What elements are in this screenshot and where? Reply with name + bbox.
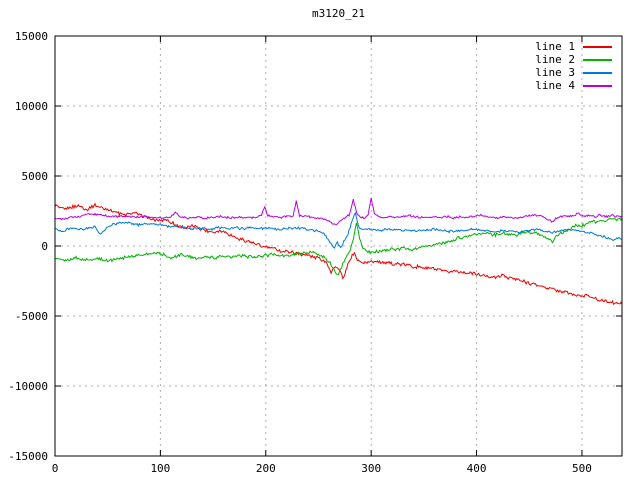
legend: line 1 line 2 line 3 line 4 (535, 41, 612, 91)
legend-item: line 4 (535, 80, 612, 91)
legend-line-swatch (583, 84, 612, 87)
legend-item: line 2 (535, 54, 612, 65)
x-tick-label: 100 (150, 462, 170, 475)
x-tick-label: 200 (256, 462, 276, 475)
series-line-1 (54, 202, 623, 306)
series-line-3 (54, 211, 623, 249)
chart-title: m3120_21 (312, 7, 365, 20)
y-tick-label: -15000 (8, 450, 48, 463)
legend-line-swatch (583, 58, 612, 61)
legend-label: line 4 (535, 79, 575, 92)
x-tick-label: 0 (52, 462, 59, 475)
y-tick-label: 10000 (15, 100, 48, 113)
y-tick-label: 15000 (15, 30, 48, 43)
legend-label: line 1 (535, 40, 575, 53)
x-tick-label: 400 (467, 462, 487, 475)
y-tick-label: 5000 (22, 170, 49, 183)
legend-line-swatch (583, 45, 612, 48)
legend-line-swatch (583, 71, 612, 74)
legend-item: line 1 (535, 41, 612, 52)
y-tick-label: -10000 (8, 380, 48, 393)
x-tick-label: 300 (361, 462, 381, 475)
legend-item: line 3 (535, 67, 612, 78)
legend-label: line 3 (535, 66, 575, 79)
series-line-2 (54, 217, 623, 276)
y-tick-label: -5000 (15, 310, 48, 323)
series-line-4 (54, 197, 623, 226)
y-tick-label: 0 (41, 240, 48, 253)
x-tick-label: 500 (572, 462, 592, 475)
legend-label: line 2 (535, 53, 575, 66)
